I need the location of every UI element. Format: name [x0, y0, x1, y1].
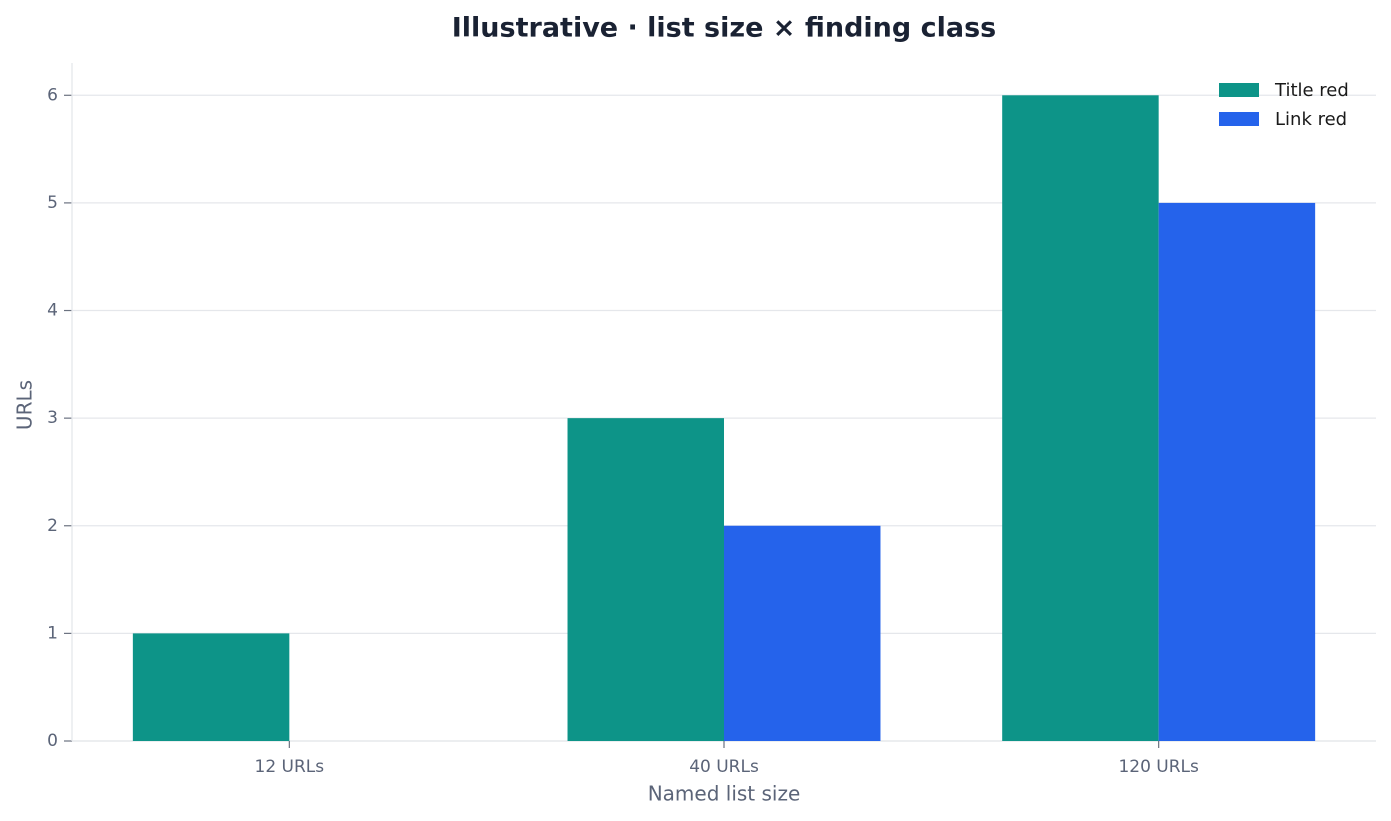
bar	[567, 418, 724, 741]
legend-text: Title red	[1274, 80, 1349, 101]
legend-swatch	[1219, 112, 1259, 126]
y-tick-label: 1	[47, 623, 58, 643]
bar	[1158, 202, 1316, 741]
y-tick-label: 4	[47, 301, 58, 321]
x-tick-label: 40 URLs	[689, 757, 759, 777]
x-tick-label: 12 URLs	[255, 757, 325, 777]
y-tick-label: 0	[47, 731, 58, 751]
y-axis-label: URLs	[13, 380, 37, 430]
bar	[132, 633, 290, 741]
x-tick-label: 120 URLs	[1118, 757, 1199, 777]
legend-text: Link red	[1275, 109, 1347, 130]
bar	[724, 525, 881, 741]
y-tick-label: 3	[47, 408, 58, 428]
y-tick-label: 6	[47, 85, 58, 105]
y-tick-label: 5	[47, 193, 58, 213]
legend-swatch	[1219, 83, 1259, 97]
chart-title: Illustrative · list size × finding class	[452, 13, 996, 44]
y-tick-label: 2	[47, 516, 58, 536]
bar	[1002, 95, 1159, 742]
x-axis-label: Named list size	[648, 782, 801, 806]
